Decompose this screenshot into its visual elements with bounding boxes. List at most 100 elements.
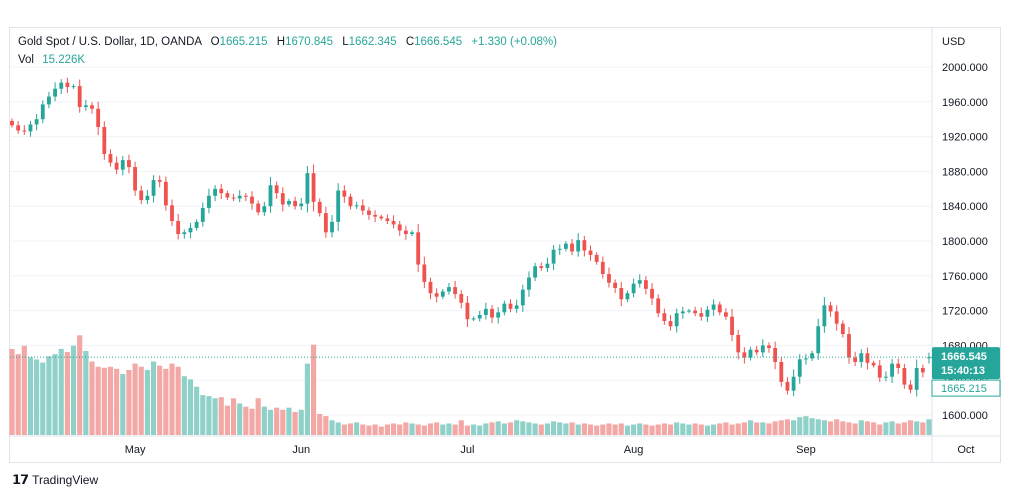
volume-bar (729, 424, 735, 435)
volume-bar (126, 369, 132, 435)
symbol-title[interactable]: Gold Spot / U.S. Dollar, 1D, OANDA (18, 36, 202, 48)
candle-body (563, 243, 568, 249)
volume-bar (452, 424, 458, 435)
volume-bar (403, 422, 409, 435)
candle-body (613, 282, 618, 288)
candle-body (219, 188, 224, 194)
candle-body (182, 232, 187, 235)
candle-body (490, 308, 494, 318)
volume-bar (354, 422, 360, 435)
volume-bar (520, 421, 526, 435)
volume-bar (754, 422, 760, 435)
volume-bar (458, 420, 464, 435)
last-price-badge (932, 347, 1000, 380)
volume-bar (772, 421, 778, 435)
volume-bar (471, 424, 477, 435)
candle-body (77, 86, 82, 108)
volume-bar (784, 419, 791, 435)
volume-bar (815, 419, 821, 435)
candle-body (200, 207, 205, 222)
candle-body (207, 195, 211, 208)
candle-body (859, 353, 864, 362)
x-tick-label: Sep (796, 444, 816, 456)
volume-bar (194, 386, 200, 435)
volume-bar (212, 398, 218, 435)
volume-bar (569, 422, 575, 435)
volume-bar (557, 422, 563, 435)
y-tick-label: 1920.000 (942, 132, 988, 144)
volume-bar (114, 368, 120, 435)
candle-body (570, 243, 574, 252)
candle-body (705, 309, 710, 317)
volume-bar (138, 366, 144, 435)
candle-body (779, 361, 784, 382)
volume-bar (415, 424, 421, 435)
volume-bar (255, 398, 261, 435)
volume-bar (680, 423, 686, 435)
tradingview-branding[interactable]: 𝟭𝟳 TradingView (12, 472, 98, 488)
countdown-text: 15:40:13 (941, 365, 985, 377)
y-tick-label: 2000.000 (942, 62, 988, 74)
candle-body (96, 108, 101, 128)
candle-body (90, 105, 94, 109)
volume-bar (372, 424, 378, 435)
candle-body (317, 201, 322, 214)
volume-bar (243, 406, 249, 435)
volume-bar (46, 356, 52, 435)
candle-body (262, 206, 267, 213)
volume-bar (723, 422, 729, 435)
volume-bar (551, 421, 557, 435)
candle-body (305, 173, 310, 204)
candle-body (711, 304, 716, 310)
candle-body (385, 218, 390, 221)
candle-body (373, 214, 378, 217)
candle-body (773, 348, 778, 362)
volume-bar (926, 419, 932, 435)
volume-bar (649, 425, 655, 435)
low-label: L (342, 36, 349, 48)
candle-body (545, 263, 550, 268)
volume-bar (704, 425, 711, 435)
y-tick-label: 1800.000 (942, 236, 988, 248)
x-tick-label: Aug (624, 444, 644, 456)
candle-body (871, 362, 876, 366)
y-tick-label: 1960.000 (942, 97, 988, 109)
volume-bar (600, 424, 606, 435)
volume-bar (489, 422, 495, 435)
candle-body (662, 313, 667, 322)
volume-bar (163, 368, 169, 435)
volume-bar (495, 421, 501, 435)
volume-bar (286, 407, 292, 435)
volume-bar (631, 424, 637, 435)
volume-bar (181, 376, 187, 435)
volume-bar (464, 425, 470, 435)
y-tick-label: 1600.000 (942, 410, 988, 422)
candle-body (459, 294, 464, 303)
candle-body (145, 195, 150, 201)
candle-body (668, 321, 673, 327)
candle-body (656, 298, 661, 314)
candle-body (594, 254, 599, 262)
candle-body (108, 154, 113, 163)
volume-bar (797, 417, 803, 435)
candle-body (453, 287, 458, 295)
volume-bar (292, 411, 298, 435)
candle-body (391, 220, 396, 225)
volume-bar (514, 420, 520, 435)
candle-body (483, 308, 488, 315)
candle-body (785, 381, 790, 391)
open-value: 1665.215 (219, 36, 268, 48)
candle-body (47, 96, 51, 105)
candle-body (748, 349, 753, 358)
volume-bar (261, 406, 267, 435)
volume-bar (544, 423, 551, 435)
x-tick-label: Oct (957, 444, 974, 456)
volume-bar (150, 361, 157, 435)
candle-body (914, 368, 919, 390)
candle-body (514, 305, 519, 309)
volume-bar (144, 369, 150, 435)
volume-bar (618, 423, 624, 435)
candle-body (440, 291, 445, 297)
candle-body (71, 86, 76, 88)
